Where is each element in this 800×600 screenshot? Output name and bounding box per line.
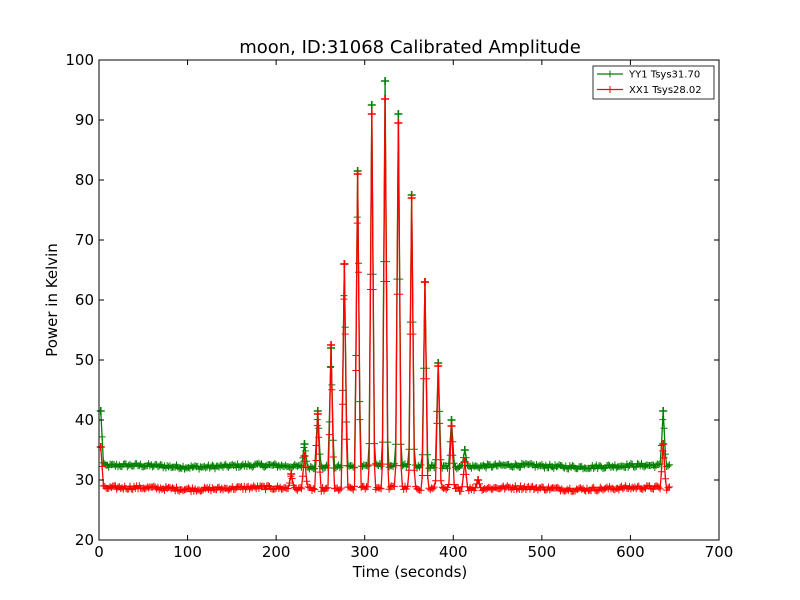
y-tick-label: 20 [75,531,94,549]
y-tick-label: 30 [75,471,94,489]
y-tick-label: 100 [65,51,94,69]
data-point [474,476,483,484]
data-point [96,443,105,451]
legend-marker [606,86,614,93]
x-tick-label: 300 [350,543,379,561]
y-tick-label: 50 [75,351,94,369]
x-tick-label: 0 [94,543,104,561]
series-xx1 [96,95,673,495]
data-point [287,470,296,478]
y-tick-label: 70 [75,231,94,249]
data-point [353,170,362,178]
y-tick-label: 40 [75,411,94,429]
data-point [300,440,309,448]
series-line [100,98,670,493]
data-point [313,410,322,418]
legend: YY1 Tsys31.70 XX1 Tsys28.02 [592,65,715,100]
data-point [460,458,469,466]
legend-box [592,65,715,100]
y-tick-label: 60 [75,291,94,309]
x-tick-label: 100 [173,543,202,561]
x-tick-label: 500 [528,543,557,561]
data-point [420,278,429,286]
legend-label: YY1 Tsys31.70 [628,70,700,81]
legend-marker [606,70,614,78]
legend-item: XX1 Tsys28.02 [597,85,702,96]
x-tick-label: 600 [616,543,645,561]
data-point [394,119,403,127]
legend-label: XX1 Tsys28.02 [629,85,702,96]
data-point [367,101,376,109]
x-tick-label: 200 [262,543,291,561]
chart-title: moon, ID:31068 Calibrated Amplitude [239,37,581,58]
y-tick-label: 80 [75,171,94,189]
data-point [447,422,456,430]
data-point [460,446,469,454]
data-point [381,77,390,85]
y-axis-label: Power in Kelvin [43,243,61,357]
data-point [327,341,336,349]
data-point [340,260,349,268]
y-tick-label: 90 [75,111,94,129]
legend-item: YY1 Tsys31.70 [597,70,700,81]
data-point [367,110,376,118]
data-point [407,194,416,202]
x-tick-label: 400 [439,543,468,561]
data-point [96,407,105,415]
x-tick-label: 700 [705,543,734,561]
data-point [300,452,309,460]
data-point [659,407,668,415]
x-axis-label: Time (seconds) [352,563,468,581]
data-point [434,362,443,370]
plot-area: 0 100 200 300 400 500 600 700 20 30 40 50 60 70 80 90 10… [65,51,733,561]
data-point [394,110,403,118]
data-point [659,440,668,448]
data-point [381,95,390,103]
